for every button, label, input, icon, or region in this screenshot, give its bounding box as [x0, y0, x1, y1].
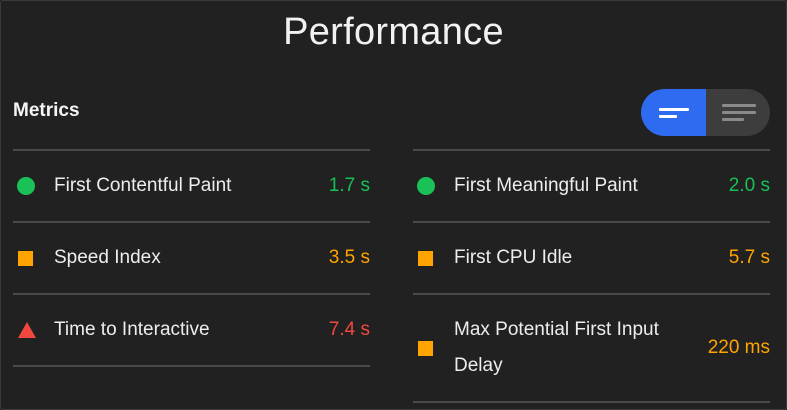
- metric-label: Time to Interactive: [54, 319, 210, 340]
- expanded-bar: [721, 118, 744, 121]
- metric-label: Speed Index: [54, 247, 161, 268]
- metrics-heading: Metrics: [13, 100, 80, 121]
- fail-triangle-icon: [18, 322, 36, 338]
- average-square-icon: [418, 250, 433, 266]
- view-toggle[interactable]: [641, 89, 770, 136]
- compact-view-icon[interactable]: [641, 89, 706, 136]
- metric-label: First CPU Idle: [454, 247, 573, 268]
- metric-row: First Contentful Paint 1.7 s: [13, 149, 370, 221]
- metric-label: First Contentful Paint: [54, 175, 232, 196]
- metric-row: First CPU Idle 5.7 s: [413, 221, 770, 293]
- metrics-column-left: First Contentful Paint 1.7 s Speed Index…: [13, 149, 370, 367]
- expanded-view-icon[interactable]: [706, 89, 770, 136]
- metric-value: 1.7 s: [328, 175, 370, 196]
- expanded-bar: [721, 111, 756, 114]
- metric-label: First Meaningful Paint: [454, 175, 638, 196]
- pass-circle-icon: [17, 177, 35, 195]
- metric-row: First Meaningful Paint 2.0 s: [413, 149, 770, 221]
- metric-value: 5.7 s: [728, 247, 770, 268]
- metric-value: 2.0 s: [728, 175, 770, 196]
- metric-row: Speed Index 3.5 s: [13, 221, 370, 293]
- metric-row: Time to Interactive 7.4 s: [13, 293, 370, 367]
- average-square-icon: [18, 250, 33, 266]
- metrics-column-right: First Meaningful Paint 2.0 s First CPU I…: [413, 149, 770, 403]
- metric-value: 3.5 s: [328, 247, 370, 268]
- pass-circle-icon: [417, 177, 435, 195]
- metric-value: 220 ms: [707, 337, 770, 358]
- compact-bar: [658, 114, 677, 118]
- metric-row: Max Potential First Input Delay 220 ms: [413, 293, 770, 403]
- expanded-bar: [721, 104, 756, 107]
- page-title: Performance: [283, 11, 504, 53]
- metric-label: Max Potential First Input Delay: [454, 319, 659, 376]
- compact-bar: [658, 107, 689, 111]
- metric-value: 7.4 s: [328, 319, 370, 340]
- average-square-icon: [418, 340, 433, 356]
